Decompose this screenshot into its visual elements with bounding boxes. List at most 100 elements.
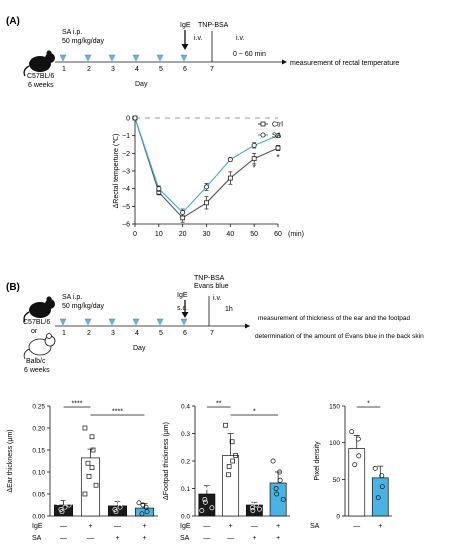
y-tick-label: 0.4	[181, 404, 190, 411]
ctrl-point	[275, 145, 281, 151]
timeline-a	[55, 59, 287, 65]
data-point	[209, 505, 215, 511]
day-tick-label: 2	[87, 66, 91, 73]
data-point	[253, 499, 259, 505]
condition-sign: +	[142, 535, 146, 542]
data-point	[55, 500, 61, 506]
y-tick-label: 0.25	[32, 404, 45, 411]
sa-injection-arrowhead	[132, 54, 140, 62]
x-tick-label: 30	[203, 231, 211, 238]
data-point	[62, 504, 68, 510]
day-tick-label: 4	[135, 330, 139, 337]
data-point	[59, 509, 65, 515]
significance-label: **	[216, 401, 222, 408]
condition-row-label: SA	[180, 535, 190, 542]
data-point	[379, 473, 385, 479]
y-axis-label: Pixel density	[314, 441, 321, 481]
y-axis-label: ΔRectal temperture (℃)	[113, 134, 120, 209]
data-point	[349, 429, 355, 435]
condition-sign: —	[251, 523, 258, 530]
x-axis-label: (min)	[288, 231, 304, 238]
y-tick-label: 0.2	[181, 459, 190, 466]
condition-sign: —	[227, 535, 234, 542]
condition-sign: +	[276, 523, 280, 530]
day-label-a: Day	[135, 81, 148, 88]
ige-label-a: IgEi.v.	[180, 22, 202, 42]
significance-label: ****	[112, 409, 123, 416]
y-tick-label: 0	[126, 116, 130, 123]
data-point	[229, 439, 235, 445]
mouse-strain-b2: Balb/c 6 weeks	[24, 358, 50, 374]
sa-dose-b: SA i.p. 50 mg/kg/day	[62, 294, 105, 310]
day-tick-label: 2	[87, 330, 91, 337]
pixel-density-chart: 0 50 100 150 Pixel density * SA — +	[310, 401, 392, 530]
x-tick-label: 20	[179, 231, 187, 238]
data-point	[117, 504, 123, 510]
measurement-a: measurement of rectal temperature	[290, 60, 399, 67]
tnp-label-b: TNP-BSA Evans blue i.v.1h	[194, 275, 233, 313]
temperature-line-chart: 0−1−2−3−4−5−60 10 20 30 40 50 60 (min)ΔRectal t…	[113, 116, 304, 239]
data-point	[277, 477, 283, 483]
y-tick-label: −5	[122, 204, 130, 211]
condition-sign: +	[252, 535, 256, 542]
data-point	[233, 453, 239, 458]
sa-point	[251, 142, 257, 148]
sa-injection-arrowhead	[156, 318, 164, 326]
condition-row-label: IgE	[32, 523, 43, 530]
data-point	[250, 508, 256, 513]
day-tick-label: 1	[62, 66, 66, 73]
condition-sign: —	[203, 523, 210, 530]
data-point	[55, 498, 61, 504]
sa-point	[132, 115, 138, 121]
ctrl-point	[204, 200, 209, 206]
measurement-b1: measurement of thickness of the ear and …	[258, 315, 411, 322]
data-point	[202, 499, 208, 505]
y-tick-label: 0.0	[181, 514, 190, 521]
sa-injection-arrowhead	[156, 54, 164, 62]
data-point	[355, 436, 361, 442]
legend-marker	[260, 121, 266, 127]
ctrl-point	[180, 215, 186, 221]
day-tick-label: 5	[159, 330, 163, 337]
day-tick-label: 6	[183, 330, 187, 337]
condition-sign: +	[88, 523, 92, 530]
data-point	[82, 425, 88, 431]
legend-marker	[260, 132, 266, 138]
y-tick-label: 0.05	[32, 492, 45, 499]
condition-row-label: SA	[310, 523, 320, 530]
sa-point	[227, 157, 233, 163]
data-point	[93, 482, 99, 488]
y-tick-label: 150	[329, 404, 340, 411]
day-tick-label: 7	[210, 66, 214, 73]
sa-dose-a: SA i.p. 50 mg/kg/day	[62, 29, 105, 45]
data-point	[274, 491, 280, 497]
panel-a-label: (A)	[6, 16, 20, 27]
condition-sign: —	[353, 523, 360, 530]
day-tick-label: 5	[159, 66, 163, 73]
data-point	[63, 495, 69, 501]
x-tick-label: 0	[133, 231, 137, 238]
sa-injection-arrowhead	[180, 318, 188, 326]
ige-arrow-a	[181, 30, 189, 50]
condition-sign: +	[142, 523, 146, 530]
data-point	[280, 497, 286, 502]
sa-point	[275, 133, 281, 139]
y-tick-label: 0.00	[32, 514, 45, 521]
sa-injection-arrowhead	[108, 54, 116, 62]
data-point	[82, 491, 88, 497]
data-point	[120, 500, 126, 506]
data-point	[202, 497, 208, 502]
data-point	[223, 422, 228, 428]
timeline-b	[55, 323, 250, 329]
data-point	[136, 500, 142, 506]
data-point	[199, 475, 205, 480]
sa-injection-arrowhead	[108, 318, 116, 326]
condition-sign: —	[203, 535, 210, 542]
data-point	[66, 502, 72, 508]
y-tick-label: −6	[122, 222, 130, 229]
data-point	[113, 509, 119, 515]
data-point	[90, 447, 96, 453]
data-point	[205, 480, 211, 486]
data-point	[139, 511, 145, 517]
significance-star: *	[253, 164, 256, 173]
